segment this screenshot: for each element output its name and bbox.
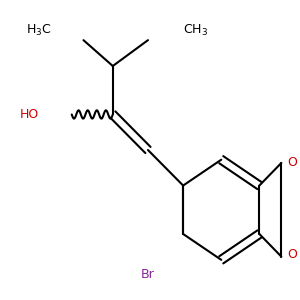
Text: O: O	[287, 248, 297, 262]
Text: O: O	[287, 156, 297, 170]
Text: Br: Br	[141, 268, 155, 281]
Text: HO: HO	[20, 108, 40, 121]
Text: H$_3$C: H$_3$C	[26, 23, 51, 38]
Text: CH$_3$: CH$_3$	[183, 23, 208, 38]
